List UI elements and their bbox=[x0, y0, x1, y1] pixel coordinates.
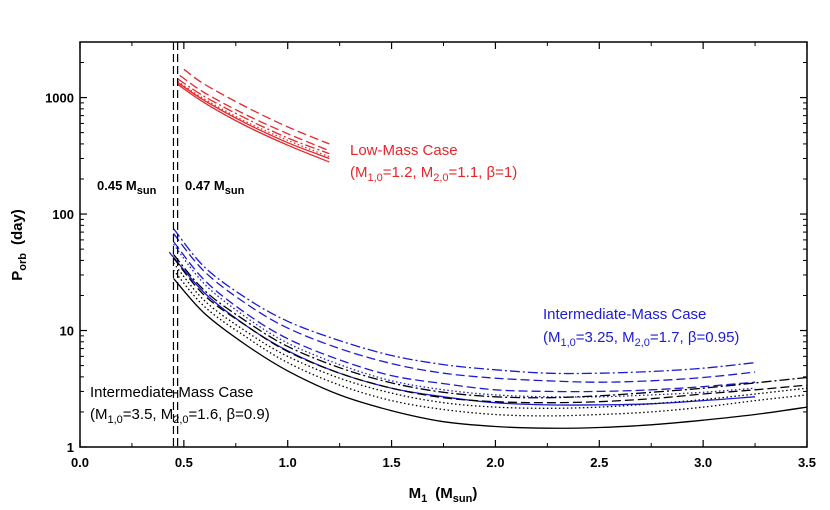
vline-label-045: 0.45 Msun bbox=[97, 178, 157, 197]
x-tick-label: 3.5 bbox=[798, 455, 816, 470]
series-line-low-dashdot bbox=[178, 79, 330, 154]
series-line-low-dash-2 bbox=[184, 69, 329, 144]
y-axis-title: Porb(day) bbox=[9, 209, 29, 281]
series-line-low-dash-1 bbox=[180, 75, 330, 150]
x-tick-label: 1.5 bbox=[383, 455, 401, 470]
chart: 0.0 0.5 1.0 1.5 2.0 2.5 3.0 3.5 1 10 100 1000 M1 (Ms… bbox=[0, 0, 830, 510]
x-tick-label: 1.0 bbox=[279, 455, 297, 470]
annotation-int-blue-title: Intermediate-Mass Case bbox=[543, 306, 706, 323]
y-tick-label: 1 bbox=[67, 440, 74, 455]
x-tick-label: 2.5 bbox=[590, 455, 608, 470]
x-tick-label: 2.0 bbox=[486, 455, 504, 470]
series-line-black-dashdot bbox=[174, 254, 808, 397]
annotation-low-mass-params: (M1,0=1.2, M2,0=1.1, β=1) bbox=[350, 164, 517, 184]
annotation-low-mass-title: Low-Mass Case bbox=[350, 142, 458, 159]
annotation-int-blue-params: (M1,0=3.25, M2,0=1.7, β=0.95) bbox=[543, 329, 739, 349]
annotation-int-black-title: Intermediate-Mass Case bbox=[90, 384, 253, 401]
y-tick-label: 100 bbox=[52, 207, 74, 222]
x-tick-label: 3.0 bbox=[694, 455, 712, 470]
y-tick-label: 1000 bbox=[45, 91, 74, 106]
y-tick-label: 10 bbox=[60, 324, 74, 339]
series-line-blue-dashdot-1 bbox=[174, 229, 756, 374]
chart-marks bbox=[169, 69, 807, 428]
annotation-int-black-params: (M1,0=3.5, M2,0=1.6, β=0.9) bbox=[90, 406, 270, 426]
x-tick-label: 0.0 bbox=[71, 455, 89, 470]
x-tick-label: 0.5 bbox=[175, 455, 193, 470]
vline-label-047: 0.47 Msun bbox=[185, 178, 245, 197]
x-axis-title: M1 (Msun) bbox=[409, 485, 478, 505]
